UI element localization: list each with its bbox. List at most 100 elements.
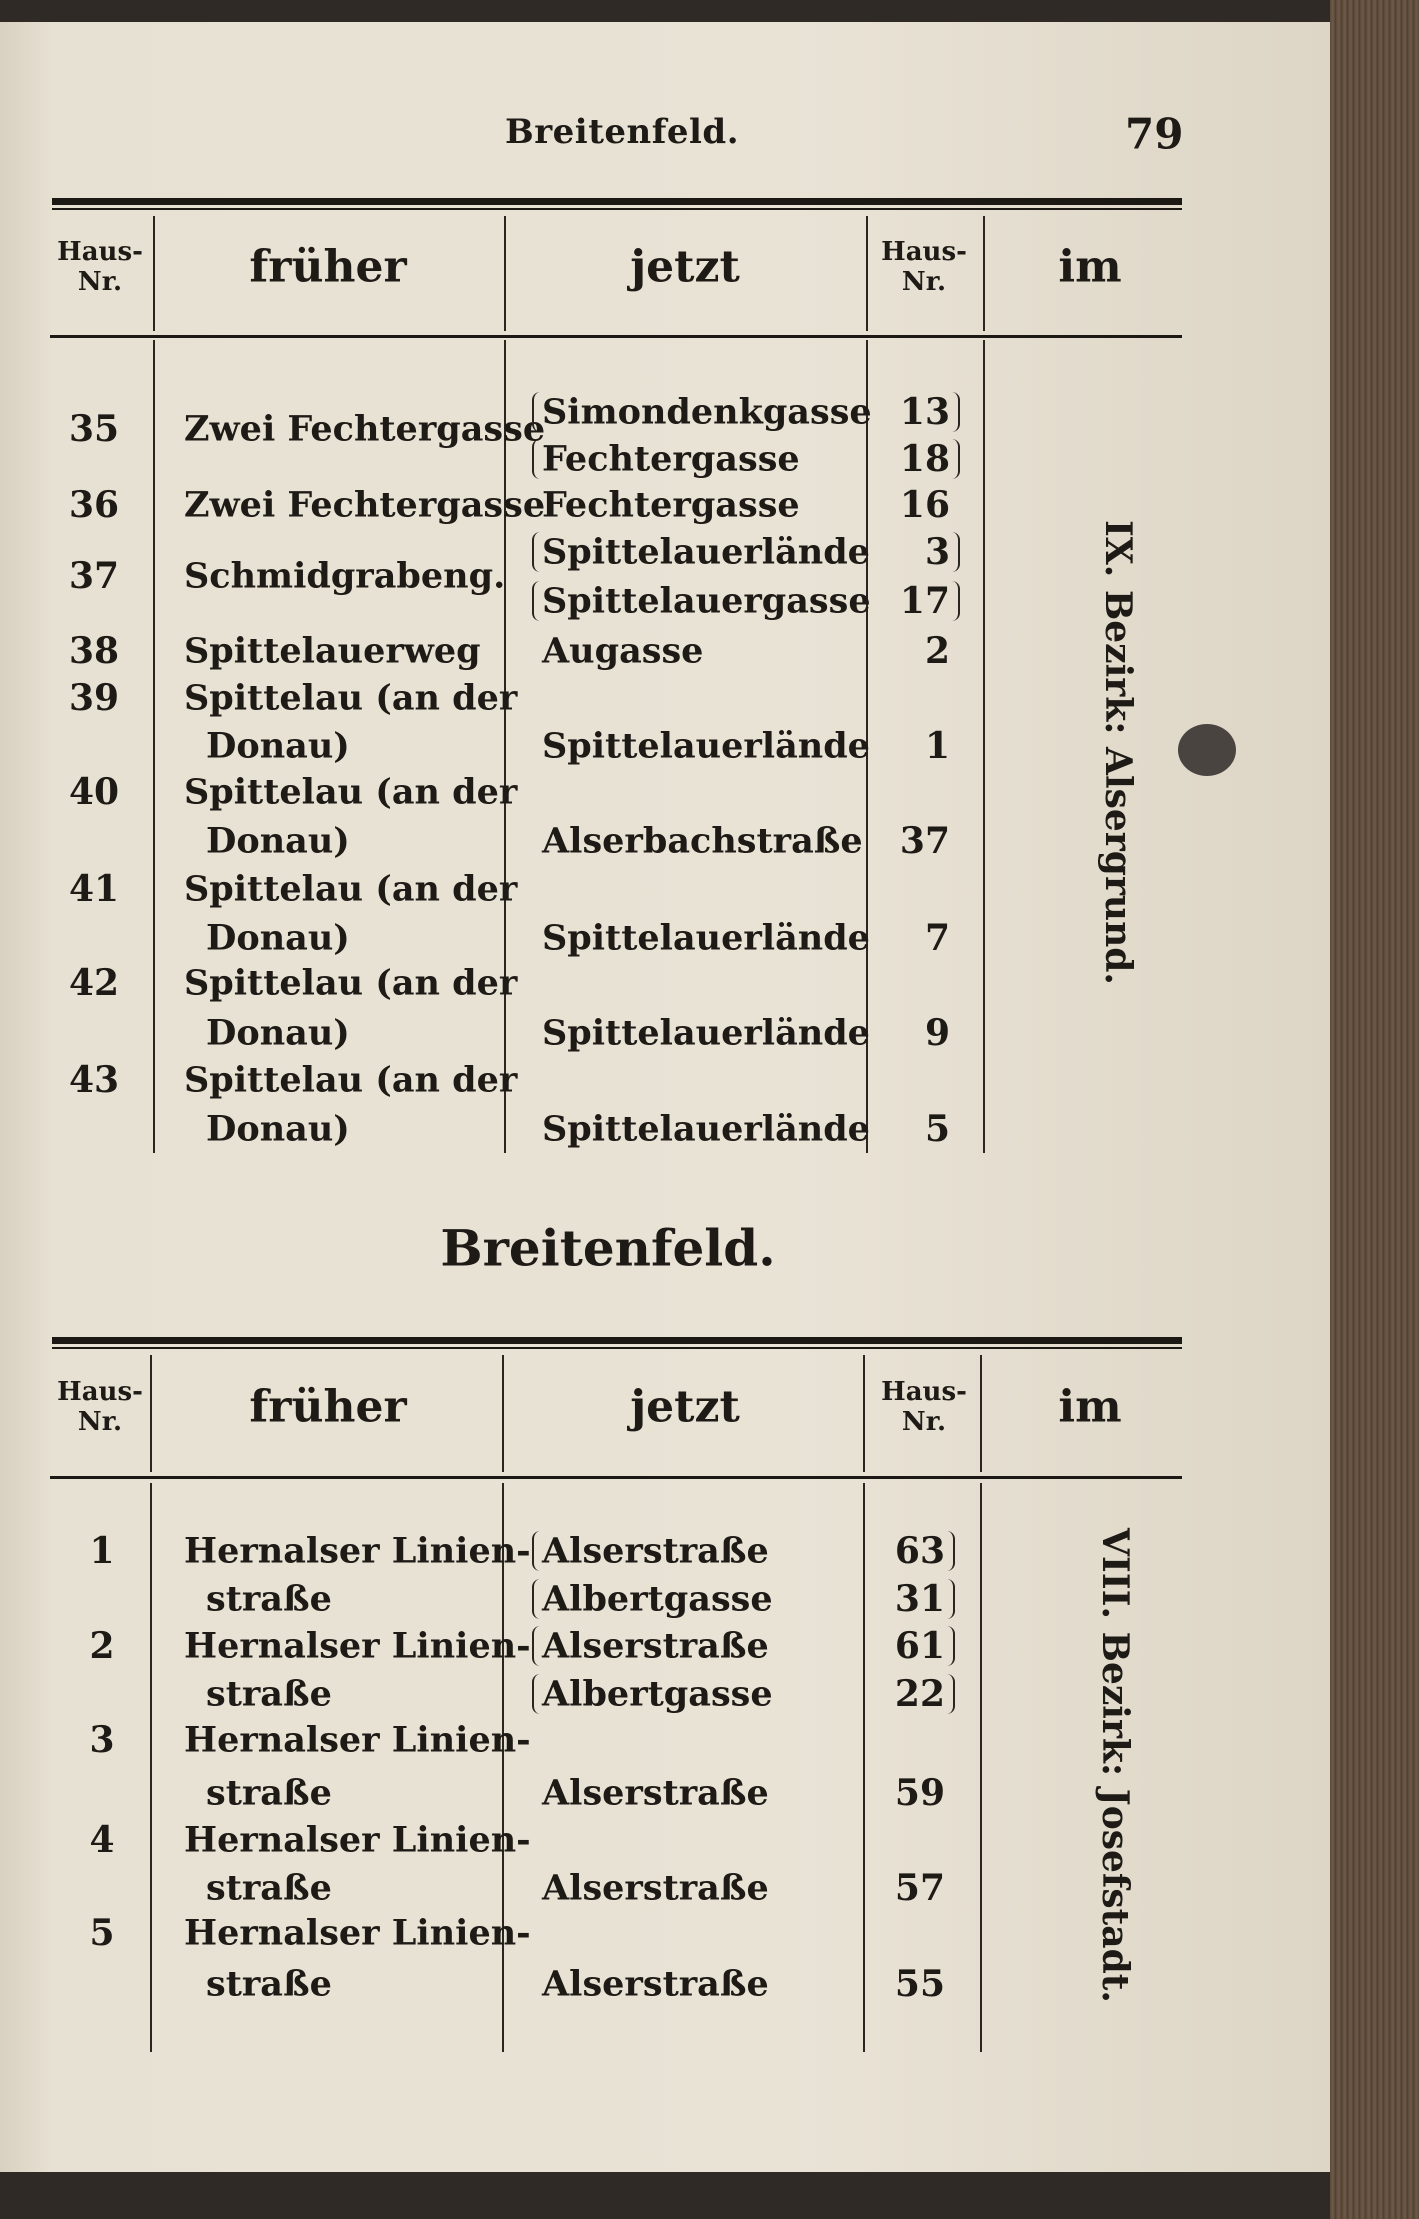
former-street-name: Hernalser Linien- <box>184 1530 531 1572</box>
current-street-name: Spittelauerlände <box>542 1108 870 1150</box>
brace-left <box>532 1674 540 1714</box>
page-number: 79 <box>1125 109 1184 159</box>
current-house-number: 63 <box>894 1530 945 1572</box>
running-head: Breitenfeld. <box>505 112 740 152</box>
current-street-name: Fechtergasse <box>542 438 800 480</box>
former-street-name: Hernalser Linien- <box>184 1819 531 1861</box>
table1-header-frueher: früher <box>249 241 407 292</box>
table1-column-divider <box>983 340 985 1153</box>
current-house-number: 5 <box>924 1108 950 1150</box>
house-number: 42 <box>68 962 120 1004</box>
current-house-number: 22 <box>894 1673 945 1715</box>
table1-header-haus-nr2: Haus- Nr. <box>881 236 967 297</box>
table1-header-haus-nr: Haus- Nr. <box>57 236 143 297</box>
current-house-number: 55 <box>894 1963 945 2005</box>
table2-header-haus-nr2: Haus- Nr. <box>881 1376 967 1437</box>
former-street-name: Spittelau (an der <box>184 962 518 1004</box>
table2-header-haus-nr: Haus- Nr. <box>57 1376 143 1437</box>
house-number: 5 <box>89 1912 115 1954</box>
current-house-number: 57 <box>894 1867 945 1909</box>
table1-header-divider <box>504 216 506 331</box>
brace-right <box>952 439 960 479</box>
former-street-name: Donau) <box>206 725 350 767</box>
current-house-number: 37 <box>899 820 950 862</box>
current-street-name: Alserstraße <box>542 1867 769 1909</box>
former-street-name: Donau) <box>206 820 350 862</box>
former-street-name: Hernalser Linien- <box>184 1912 531 1954</box>
current-house-number: 59 <box>894 1772 945 1814</box>
current-street-name: Augasse <box>542 630 704 672</box>
table1-header-rule <box>50 335 1182 338</box>
house-number: 35 <box>68 408 120 450</box>
current-house-number: 7 <box>924 917 950 959</box>
current-street-name: Alserstraße <box>542 1530 769 1572</box>
table2-header-divider <box>150 1355 152 1472</box>
former-street-name: Zwei Fechtergasse <box>184 408 546 450</box>
table2-column-divider <box>502 1483 504 2052</box>
brace-right <box>947 1674 955 1714</box>
former-street-name: straße <box>206 1578 332 1620</box>
table2-header-im: im <box>1058 1381 1122 1432</box>
table1-district-label: IX. Bezirk: Alsergrund. <box>1097 520 1139 985</box>
house-number: 41 <box>68 868 120 910</box>
current-house-number: 18 <box>899 438 950 480</box>
table2-top-rule <box>52 1337 1182 1344</box>
table1-header-jetzt: jetzt <box>630 241 740 292</box>
former-street-name: straße <box>206 1963 332 2005</box>
former-street-name: Spittelau (an der <box>184 1059 518 1101</box>
brace-left <box>532 532 540 572</box>
table2-header-rule <box>50 1476 1182 1479</box>
current-house-number: 13 <box>899 391 950 433</box>
brace-right <box>952 392 960 432</box>
current-house-number: 31 <box>894 1578 945 1620</box>
table1-header-im: im <box>1058 241 1122 292</box>
table1-top-rule-thin <box>52 208 1182 210</box>
table2-header-jetzt: jetzt <box>630 1381 740 1432</box>
brace-left <box>532 581 540 621</box>
table1-column-divider <box>866 340 868 1153</box>
current-house-number: 1 <box>924 725 950 767</box>
current-house-number: 9 <box>924 1012 950 1054</box>
former-street-name: Hernalser Linien- <box>184 1625 531 1667</box>
house-number: 38 <box>68 630 120 672</box>
former-street-name: Zwei Fechtergasse <box>184 484 546 526</box>
brace-left <box>532 439 540 479</box>
brace-left <box>532 1579 540 1619</box>
brace-right <box>947 1531 955 1571</box>
current-house-number: 17 <box>899 580 950 622</box>
former-street-name: Schmidgrabeng. <box>184 555 506 597</box>
brace-right <box>947 1626 955 1666</box>
table1-header-divider <box>866 216 868 331</box>
former-street-name: straße <box>206 1867 332 1909</box>
table2-column-divider <box>863 1483 865 2052</box>
house-number: 37 <box>68 555 120 597</box>
table2-header-divider <box>502 1355 504 1472</box>
table2-header-divider <box>863 1355 865 1472</box>
table1-column-divider <box>504 340 506 1153</box>
brace-left <box>532 1531 540 1571</box>
house-number: 40 <box>68 771 120 813</box>
former-street-name: straße <box>206 1673 332 1715</box>
ink-stain <box>1178 724 1236 776</box>
book-page: Breitenfeld. 79 Breitenfeld. Haus- Nr. fr… <box>0 22 1330 2172</box>
house-number: 1 <box>89 1530 115 1572</box>
current-street-name: Alserstraße <box>542 1625 769 1667</box>
former-street-name: Spittelau (an der <box>184 868 518 910</box>
table2-column-divider <box>980 1483 982 2052</box>
house-number: 3 <box>89 1719 115 1761</box>
current-street-name: Albertgasse <box>542 1673 773 1715</box>
current-street-name: Spittelauerlände <box>542 917 870 959</box>
current-house-number: 61 <box>894 1625 945 1667</box>
former-street-name: Donau) <box>206 917 350 959</box>
former-street-name: Spittelau (an der <box>184 677 518 719</box>
table1-header-divider <box>153 216 155 331</box>
house-number: 2 <box>89 1625 115 1667</box>
current-street-name: Simondenkgasse <box>542 391 872 433</box>
former-street-name: Spittelau (an der <box>184 771 518 813</box>
brace-left <box>532 392 540 432</box>
house-number: 36 <box>68 484 120 526</box>
book-edge <box>1330 0 1419 2219</box>
current-house-number: 2 <box>924 630 950 672</box>
current-street-name: Fechtergasse <box>542 484 800 526</box>
current-street-name: Spittelauergasse <box>542 580 871 622</box>
